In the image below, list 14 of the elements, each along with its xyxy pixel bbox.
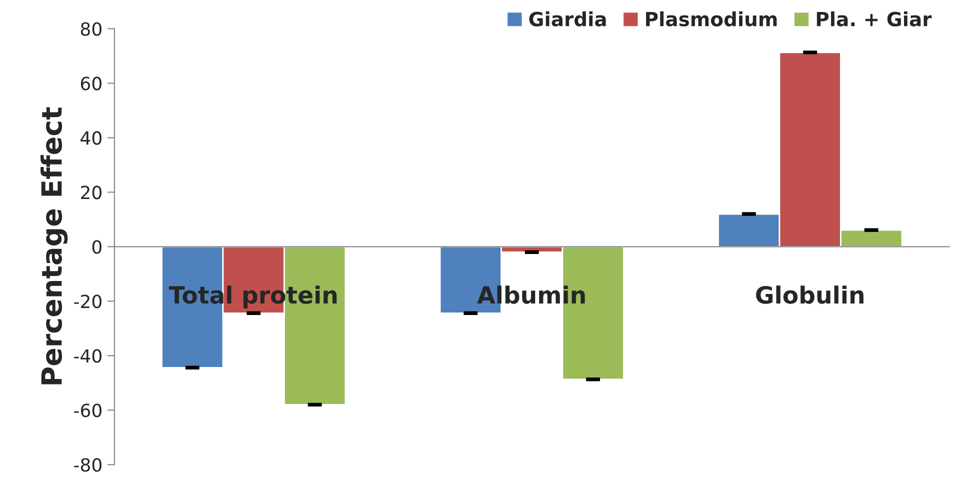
y-tick-label: -20	[74, 294, 102, 308]
y-tick-label: -60	[74, 404, 102, 418]
y-tick-label: 80	[80, 22, 102, 36]
legend-label: Giardia	[529, 11, 606, 26]
legend-label: Plasmodium	[646, 11, 777, 26]
y-axis-title: Percentage Effect	[40, 107, 68, 384]
legend-label: Pla. + Giar	[816, 11, 932, 26]
x-tick-label: Globulin	[756, 286, 864, 304]
y-tick-label: 60	[80, 76, 102, 90]
y-tick-label: 40	[80, 131, 102, 145]
y-tick-label: 20	[81, 186, 102, 200]
y-tick-label: -80	[74, 458, 102, 472]
y-tick-label: -40	[74, 349, 102, 363]
y-tick-label: 0	[92, 240, 102, 254]
